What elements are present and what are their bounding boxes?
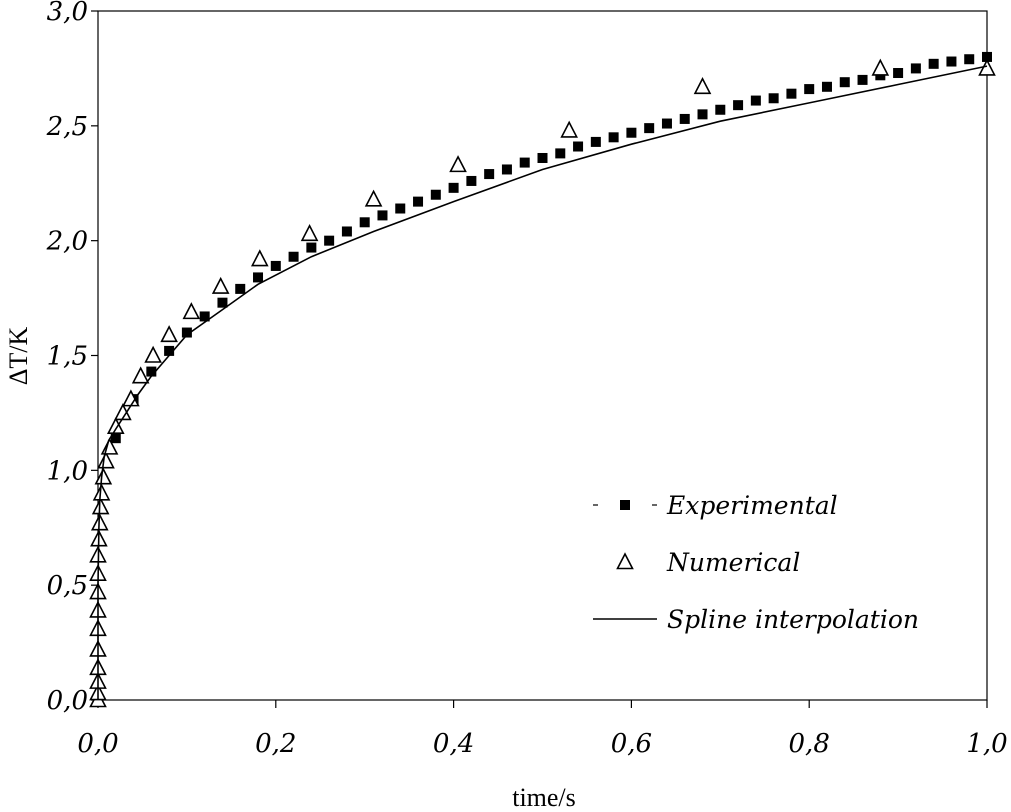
experimental-point: [644, 123, 655, 134]
numerical-point: [300, 224, 319, 242]
numerical-point: [449, 155, 467, 173]
numerical-point: [364, 189, 383, 207]
y-tick-label: 3,0: [47, 0, 88, 27]
experimental-point: [519, 157, 530, 168]
experimental-point: [946, 56, 957, 67]
experimental-point: [377, 210, 388, 221]
x-tick-label: 0,6: [611, 729, 652, 759]
numerical-point: [92, 483, 111, 501]
experimental-point: [964, 54, 975, 65]
y-tick-label: 0,0: [47, 686, 88, 716]
y-axis-ticks: 0,0 0,5 1,0 1,5 2,0 2,5 3,0: [46, 0, 98, 716]
experimental-point: [733, 100, 744, 111]
legend-square-marker: [620, 500, 630, 510]
experimental-point: [679, 113, 690, 124]
experimental-point: [768, 93, 779, 104]
experimental-point: [910, 63, 921, 74]
numerical-point: [560, 120, 578, 138]
legend-item-experimental: Experimental: [593, 491, 838, 520]
experimental-point: [573, 141, 584, 152]
numerical-point: [250, 249, 269, 267]
experimental-point: [555, 148, 566, 159]
y-axis-title: ΔT/K: [4, 326, 33, 385]
series-spline-interpolation: [97, 65, 988, 700]
experimental-point: [430, 189, 441, 200]
experimental-point: [270, 260, 281, 271]
experimental-point: [235, 283, 246, 294]
legend-label: Spline interpolation: [667, 605, 919, 634]
numerical-point: [131, 366, 150, 384]
numerical-point: [693, 77, 712, 95]
experimental-point: [253, 272, 264, 283]
experimental-point: [750, 95, 761, 106]
experimental-point: [217, 297, 228, 308]
experimental-point: [821, 81, 832, 92]
numerical-point: [182, 302, 201, 320]
legend: Experimental Numerical Spline interpolatio…: [593, 491, 919, 634]
experimental-point: [341, 226, 352, 237]
experimental-point: [359, 217, 370, 228]
experimental-point: [839, 77, 850, 88]
legend-triangle-marker: [616, 552, 634, 570]
experimental-point: [982, 51, 992, 62]
experimental-point: [164, 345, 175, 356]
x-tick-label: 0,8: [789, 729, 830, 759]
x-tick-label: 1,0: [966, 729, 1007, 759]
experimental-point: [448, 182, 459, 193]
experimental-point: [181, 327, 192, 338]
experimental-point: [199, 311, 210, 322]
experimental-point: [590, 136, 601, 147]
experimental-point: [306, 242, 317, 253]
x-tick-label: 0,2: [255, 729, 296, 759]
numerical-point: [97, 451, 115, 469]
experimental-point: [110, 433, 121, 444]
x-tick-label: 0,4: [433, 729, 474, 759]
numerical-point: [871, 58, 890, 76]
numerical-point: [94, 467, 113, 485]
x-tick-label: 0,0: [77, 729, 118, 759]
experimental-point: [288, 251, 299, 262]
experimental-point: [537, 152, 548, 163]
experimental-point: [501, 164, 512, 175]
experimental-point: [484, 169, 495, 180]
experimental-point: [146, 366, 157, 377]
numerical-point: [144, 345, 162, 363]
x-axis-title: time/s: [512, 783, 576, 812]
numerical-point: [160, 325, 178, 343]
legend-item-numerical: Numerical: [616, 548, 800, 577]
experimental-point: [893, 68, 904, 79]
legend-item-spline-interpolation: Spline interpolation: [593, 605, 919, 634]
experimental-point: [608, 132, 619, 143]
experimental-point: [697, 109, 708, 120]
legend-label: Numerical: [666, 548, 800, 577]
y-tick-label: 1,0: [47, 456, 88, 486]
experimental-point: [715, 104, 726, 115]
experimental-point: [661, 118, 672, 129]
experimental-point: [786, 88, 797, 99]
spline-line: [97, 65, 988, 700]
series-experimental: [110, 51, 992, 444]
legend-label: Experimental: [666, 491, 838, 520]
numerical-point: [211, 276, 230, 294]
experimental-point: [466, 175, 477, 186]
y-tick-label: 2,0: [46, 227, 88, 257]
experimental-point: [857, 74, 868, 85]
data-marks: [89, 51, 996, 708]
x-axis-ticks: 0,0 0,2 0,4 0,6 0,8 1,0: [77, 700, 1008, 759]
experimental-point: [928, 58, 939, 69]
y-tick-label: 2,5: [46, 112, 88, 142]
experimental-point: [626, 127, 637, 138]
experimental-point: [324, 235, 335, 246]
y-tick-label: 0,5: [47, 571, 88, 601]
numerical-point: [106, 416, 125, 434]
experimental-point: [804, 84, 815, 95]
experimental-point: [395, 203, 406, 214]
numerical-point: [91, 497, 110, 515]
plot-area: [97, 10, 988, 701]
experimental-point: [413, 196, 424, 207]
y-tick-label: 1,5: [47, 342, 88, 372]
